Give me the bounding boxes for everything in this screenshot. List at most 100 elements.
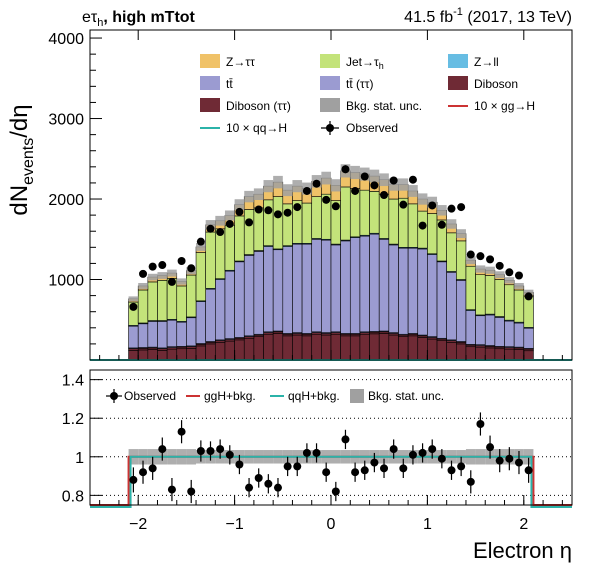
bar-diboson-13 [253,336,264,361]
ratio-point-4 [167,485,176,494]
observed-point-24 [360,172,369,181]
ratio-legend: Observed ggH+bkg. qqH+bkg. Bkg. stat. unc. [106,389,444,403]
bar-tt-28 [398,247,409,335]
unc-band-7 [196,242,206,251]
unc-band-40 [514,282,524,289]
unc-band-37 [485,266,495,274]
legend-marker-obs [326,124,334,132]
legend-label-text: Z→ll [474,55,499,69]
legend-label-text: Jet→τ [346,55,379,69]
observed-point-35 [466,250,475,259]
observed-point-32 [437,220,446,229]
legend-label-text: tt̄ (ττ) [346,77,373,91]
ratio-point-2 [148,464,157,473]
bar-jet-22 [340,186,351,241]
bar-diboson-3 [157,350,168,361]
bar-tt-12 [243,255,255,337]
ratio-plot [90,379,572,508]
bar-jet-41 [523,295,534,328]
ratio-legend-label-unc: Bkg. stat. unc. [368,389,444,403]
bar-tt-33 [446,271,457,341]
observed-point-4 [167,277,176,286]
observed-point-5 [177,257,186,265]
bar-jet-23 [349,188,361,238]
legend-label-obs: Observed [346,121,398,135]
bar-tt-41 [523,327,534,349]
observed-point-14 [264,206,273,215]
bar-tt-19 [311,238,322,333]
bar-tt-1 [137,323,149,348]
bar-diboson-22 [340,335,351,361]
ratio-point-13 [254,474,263,482]
lumi-label: 41.5 fb-1 (2017, 13 TeV) [404,6,572,26]
bar-tt-18 [301,243,313,334]
legend-swatch-ztt [200,54,220,68]
bar-tt-36 [475,315,486,346]
x-axis-label: Electron η [473,538,572,563]
bar-diboson-23 [349,335,361,361]
unc-band-36 [475,265,486,273]
unc-band-39 [504,277,515,284]
main-ytick-label-1: 2000 [48,192,84,209]
ratio-point-9 [216,445,225,454]
unc-band-33 [446,219,457,229]
ratio-ytick-label-0: 0.8 [62,488,84,505]
observed-point-6 [187,264,196,273]
unc-band-30 [417,193,428,205]
bar-diboson-31 [427,338,438,361]
ratio-point-19 [312,448,321,457]
unc-band-14 [263,180,274,193]
bar-tt-8 [205,288,216,342]
bar-jet-26 [378,193,390,239]
bar-jet-18 [301,202,313,244]
ratio-point-18 [302,448,311,457]
bar-tt-30 [417,248,428,336]
bar-jet-12 [243,209,255,255]
legend-label-text: Diboson (ττ) [226,99,291,113]
bar-diboson-12 [243,337,255,361]
bar-diboson-20 [321,334,332,361]
bar-tt-17 [292,243,303,333]
ratio-point-31 [428,445,437,454]
legend-label-zll: Z→ll [474,55,499,69]
bar-tt-14 [263,246,274,333]
bar-diboson-37 [484,347,496,361]
channel-label: eτh, high mTtot [82,9,196,29]
unc-band-9 [215,215,225,226]
ratio-legend-label-qq: qqH+bkg. [288,389,340,403]
bar-diboson-1 [137,349,149,361]
main-ytick-label-0: 1000 [48,273,84,290]
ratio-point-11 [235,460,244,469]
observed-point-33 [447,204,456,213]
ratio-point-38 [495,456,504,465]
bar-jet-11 [234,215,245,262]
ratio-point-39 [505,454,514,463]
observed-point-8 [206,224,215,233]
bar-tt-29 [407,247,419,334]
ratio-point-14 [264,479,273,488]
bar-tt-40 [513,322,525,348]
ratio-axes: 0.8 1 1.2 1.4 −2 −1 0 1 2 [62,373,563,533]
bar-tt-5 [176,321,187,347]
observed-point-12 [245,218,254,227]
ratio-point-25 [370,458,379,467]
observed-point-15 [273,210,282,219]
legend-swatch-zll [448,54,468,68]
ratio-point-22 [341,435,350,444]
observed-point-2 [148,262,157,271]
legend-label-dibosontt: Diboson (ττ) [226,99,291,113]
bar-diboson-33 [446,341,457,361]
legend-swatch-jet [320,54,340,68]
bar-jet-9 [215,228,226,280]
bar-diboson-27 [388,334,399,361]
unc-band-3 [157,272,168,279]
legend-label-text: Bkg. stat. unc. [346,99,422,113]
ratio-ytick-label-1: 1 [75,450,84,467]
legend-label-ztt: Z→ττ [226,55,255,69]
ratio-legend-label-obs: Observed [124,389,176,403]
observed-point-34 [457,203,466,212]
ratio-point-3 [158,445,167,454]
observed-point-16 [283,208,292,217]
bar-diboson-10 [224,340,235,361]
bar-tt-21 [330,244,341,333]
